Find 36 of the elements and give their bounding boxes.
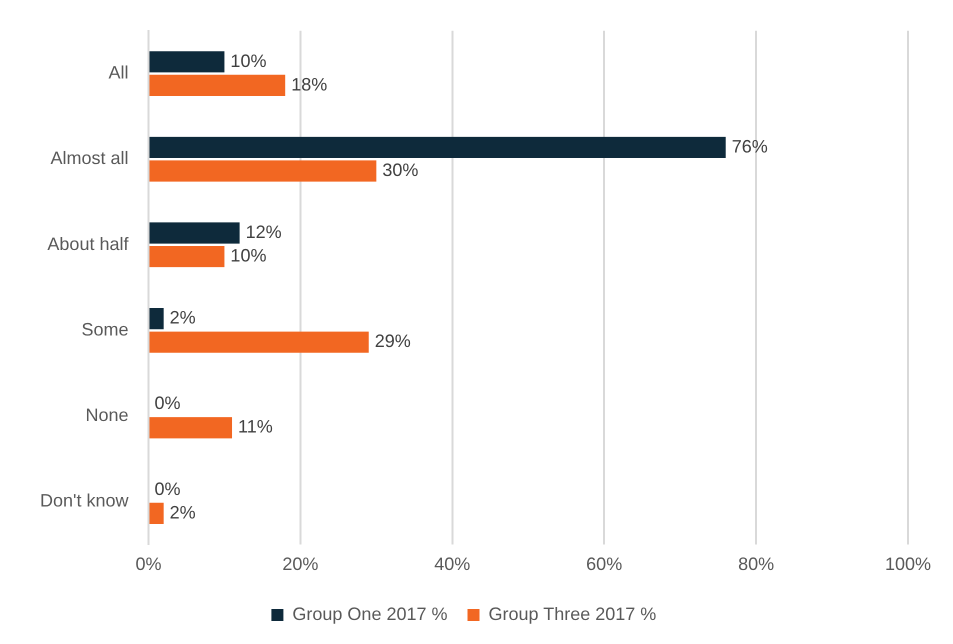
- data-label: 18%: [291, 74, 328, 94]
- data-label: 0%: [154, 478, 180, 499]
- y-tick-label: Don't know: [40, 490, 130, 511]
- x-tick-label: 80%: [738, 554, 774, 574]
- bar: [149, 332, 369, 353]
- y-tick-label: None: [85, 404, 128, 425]
- y-tick-label: All: [108, 62, 128, 83]
- data-label: 0%: [154, 393, 180, 414]
- legend-label: Group Three 2017 %: [488, 604, 656, 624]
- data-label: 2%: [170, 502, 196, 522]
- data-label: 12%: [246, 222, 282, 242]
- bar: [149, 308, 164, 330]
- data-label: 10%: [230, 246, 266, 266]
- data-label: 2%: [170, 308, 196, 328]
- bar: [149, 51, 224, 72]
- bar: [149, 417, 232, 438]
- data-label: 30%: [382, 160, 418, 180]
- data-label: 29%: [374, 331, 411, 352]
- data-label: 11%: [238, 416, 273, 437]
- y-tick-label: About half: [47, 234, 130, 254]
- x-tick-label: 40%: [434, 554, 470, 574]
- bar: [149, 502, 164, 524]
- x-tick-label: 20%: [282, 554, 318, 574]
- y-tick-label: Almost all: [50, 148, 128, 168]
- bar: [149, 74, 286, 96]
- bar: [149, 222, 240, 244]
- bar: [149, 160, 376, 182]
- legend-label: Group One 2017 %: [292, 604, 448, 624]
- x-tick-label: 0%: [135, 554, 162, 574]
- y-tick-label: Some: [81, 319, 128, 340]
- data-label: 76%: [732, 136, 768, 156]
- bar: [149, 136, 726, 158]
- bar: [149, 246, 224, 268]
- x-tick-label: 60%: [586, 554, 622, 574]
- data-label: 10%: [230, 50, 266, 71]
- x-tick-label: 100%: [884, 554, 932, 574]
